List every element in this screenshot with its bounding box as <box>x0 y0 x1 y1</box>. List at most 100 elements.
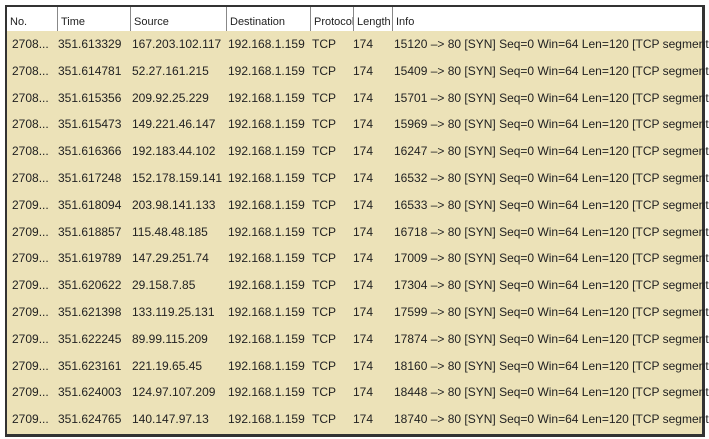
table-row[interactable]: 2709... 351.624765 140.147.97.13 192.168.1.… <box>7 406 709 433</box>
cell-no: 2709... <box>12 224 49 239</box>
cell-protocol: TCP <box>312 412 336 427</box>
table-row[interactable]: 2709... 351.618094 203.98.141.133 192.168.1… <box>7 192 709 219</box>
cell-no: 2709... <box>12 331 49 346</box>
cell-length: 174 <box>353 117 374 132</box>
cell-source: 52.27.161.215 <box>132 63 209 78</box>
cell-protocol: TCP <box>312 224 336 239</box>
cell-protocol: TCP <box>312 144 336 159</box>
cell-no: 2709... <box>12 278 49 293</box>
cell-destination: 192.168.1.159 <box>228 412 305 427</box>
cell-length: 174 <box>353 63 374 78</box>
table-row[interactable]: 2708... 351.614781 52.27.161.215 192.168.1.… <box>7 58 709 85</box>
table-row[interactable]: 2709... 351.619789 147.29.251.74 192.168.1.… <box>7 245 709 272</box>
cell-time: 351.624765 <box>58 412 122 427</box>
cell-info: 15969 –> 80 [SYN] Seq=0 Win=64 Len=120 [… <box>394 117 709 132</box>
cell-no: 2709... <box>12 358 49 373</box>
table-row[interactable]: 2709... 351.621398 133.119.25.131 192.168.1… <box>7 299 709 326</box>
cell-info: 17874 –> 80 [SYN] Seq=0 Win=64 Len=120 [… <box>394 331 709 346</box>
cell-time: 351.621398 <box>58 304 122 319</box>
table-row[interactable]: 2708... 351.616366 192.183.44.102 192.168.1… <box>7 138 709 165</box>
cell-source: 209.92.25.229 <box>132 90 209 105</box>
table-row[interactable]: 2708... 351.613329 167.203.102.117 192.168.… <box>7 31 709 58</box>
cell-protocol: TCP <box>312 37 336 51</box>
cell-destination: 192.168.1.159 <box>228 385 305 400</box>
cell-no: 2708... <box>12 90 49 105</box>
cell-protocol: TCP <box>312 331 336 346</box>
cell-time: 351.614781 <box>58 63 122 78</box>
cell-info: 17599 –> 80 [SYN] Seq=0 Win=64 Len=120 [… <box>394 304 709 319</box>
cell-time: 351.618094 <box>58 197 122 212</box>
cell-source: 140.147.97.13 <box>132 412 209 427</box>
table-row[interactable]: 2708... 351.617248 152.178.159.141 192.168.… <box>7 165 709 192</box>
column-header-destination[interactable]: Destination <box>226 7 310 31</box>
cell-protocol: TCP <box>312 117 336 132</box>
table-row[interactable]: 2709... 351.622245 89.99.115.209 192.168.1.… <box>7 326 709 353</box>
cell-length: 174 <box>353 385 374 400</box>
cell-length: 174 <box>353 358 374 373</box>
cell-info: 18448 –> 80 [SYN] Seq=0 Win=64 Len=120 [… <box>394 385 709 400</box>
cell-source: 115.48.48.185 <box>132 224 208 239</box>
cell-source: 29.158.7.85 <box>132 278 196 293</box>
cell-time: 351.615473 <box>58 117 122 132</box>
cell-source: 133.119.25.131 <box>132 304 215 319</box>
cell-destination: 192.168.1.159 <box>228 117 305 132</box>
cell-length: 174 <box>353 37 374 51</box>
cell-protocol: TCP <box>312 304 336 319</box>
cell-protocol: TCP <box>312 385 336 400</box>
cell-no: 2709... <box>12 385 49 400</box>
cell-protocol: TCP <box>312 63 336 78</box>
column-header-info[interactable]: Info <box>392 7 702 31</box>
column-header-source[interactable]: Source <box>130 7 226 31</box>
packet-rows: 2708... 351.613329 167.203.102.117 192.168.… <box>7 31 709 433</box>
cell-length: 174 <box>353 304 374 319</box>
table-row[interactable]: 2709... 351.620622 29.158.7.85 192.168.1.15… <box>7 272 709 299</box>
cell-info: 15701 –> 80 [SYN] Seq=0 Win=64 Len=120 [… <box>394 90 709 105</box>
cell-destination: 192.168.1.159 <box>228 170 305 185</box>
cell-destination: 192.168.1.159 <box>228 331 305 346</box>
table-row[interactable]: 2709... 351.618857 115.48.48.185 192.168.1.… <box>7 219 709 246</box>
column-header-no[interactable]: No. <box>10 16 28 28</box>
table-row[interactable]: 2708... 351.615473 149.221.46.147 192.168.1… <box>7 111 709 138</box>
table-row[interactable]: 2709... 351.623161 221.19.65.45 192.168.1.1… <box>7 353 709 380</box>
cell-source: 167.203.102.117 <box>132 37 222 51</box>
column-header-protocol[interactable]: Protocol <box>310 7 354 31</box>
cell-destination: 192.168.1.159 <box>228 358 305 373</box>
cell-destination: 192.168.1.159 <box>228 304 305 319</box>
cell-source: 221.19.65.45 <box>132 358 203 373</box>
cell-destination: 192.168.1.159 <box>228 63 305 78</box>
cell-time: 351.620622 <box>58 278 122 293</box>
cell-no: 2708... <box>12 117 49 132</box>
cell-no: 2709... <box>12 412 49 427</box>
cell-info: 17304 –> 80 [SYN] Seq=0 Win=64 Len=120 [… <box>394 278 709 293</box>
table-row[interactable]: 2708... 351.615356 209.92.25.229 192.168.1.… <box>7 85 709 112</box>
cell-source: 147.29.251.74 <box>132 251 209 266</box>
cell-time: 351.618857 <box>58 224 122 239</box>
cell-no: 2709... <box>12 197 49 212</box>
cell-info: 16533 –> 80 [SYN] Seq=0 Win=64 Len=120 [… <box>394 197 709 212</box>
cell-length: 174 <box>353 278 374 293</box>
cell-destination: 192.168.1.159 <box>228 197 305 212</box>
cell-no: 2709... <box>12 251 49 266</box>
cell-source: 203.98.141.133 <box>132 197 216 212</box>
cell-info: 16532 –> 80 [SYN] Seq=0 Win=64 Len=120 [… <box>394 170 709 185</box>
cell-protocol: TCP <box>312 170 336 185</box>
cell-protocol: TCP <box>312 251 336 266</box>
cell-time: 351.613329 <box>58 37 122 51</box>
cell-protocol: TCP <box>312 197 336 212</box>
cell-destination: 192.168.1.159 <box>228 90 305 105</box>
cell-protocol: TCP <box>312 358 336 373</box>
cell-length: 174 <box>353 170 374 185</box>
table-row[interactable]: 2709... 351.624003 124.97.107.209 192.168.1… <box>7 379 709 406</box>
packet-list-header: No. Time Source Destination Protocol Len… <box>7 7 702 31</box>
cell-destination: 192.168.1.159 <box>228 224 305 239</box>
cell-length: 174 <box>353 251 374 266</box>
cell-info: 18740 –> 80 [SYN] Seq=0 Win=64 Len=120 [… <box>394 412 709 427</box>
cell-no: 2708... <box>12 37 49 51</box>
cell-length: 174 <box>353 224 374 239</box>
column-header-time[interactable]: Time <box>57 7 130 31</box>
cell-info: 16247 –> 80 [SYN] Seq=0 Win=64 Len=120 [… <box>394 144 709 159</box>
cell-no: 2708... <box>12 63 49 78</box>
cell-info: 15409 –> 80 [SYN] Seq=0 Win=64 Len=120 [… <box>394 63 709 78</box>
cell-source: 192.183.44.102 <box>132 144 216 159</box>
column-header-length[interactable]: Length <box>353 7 392 31</box>
